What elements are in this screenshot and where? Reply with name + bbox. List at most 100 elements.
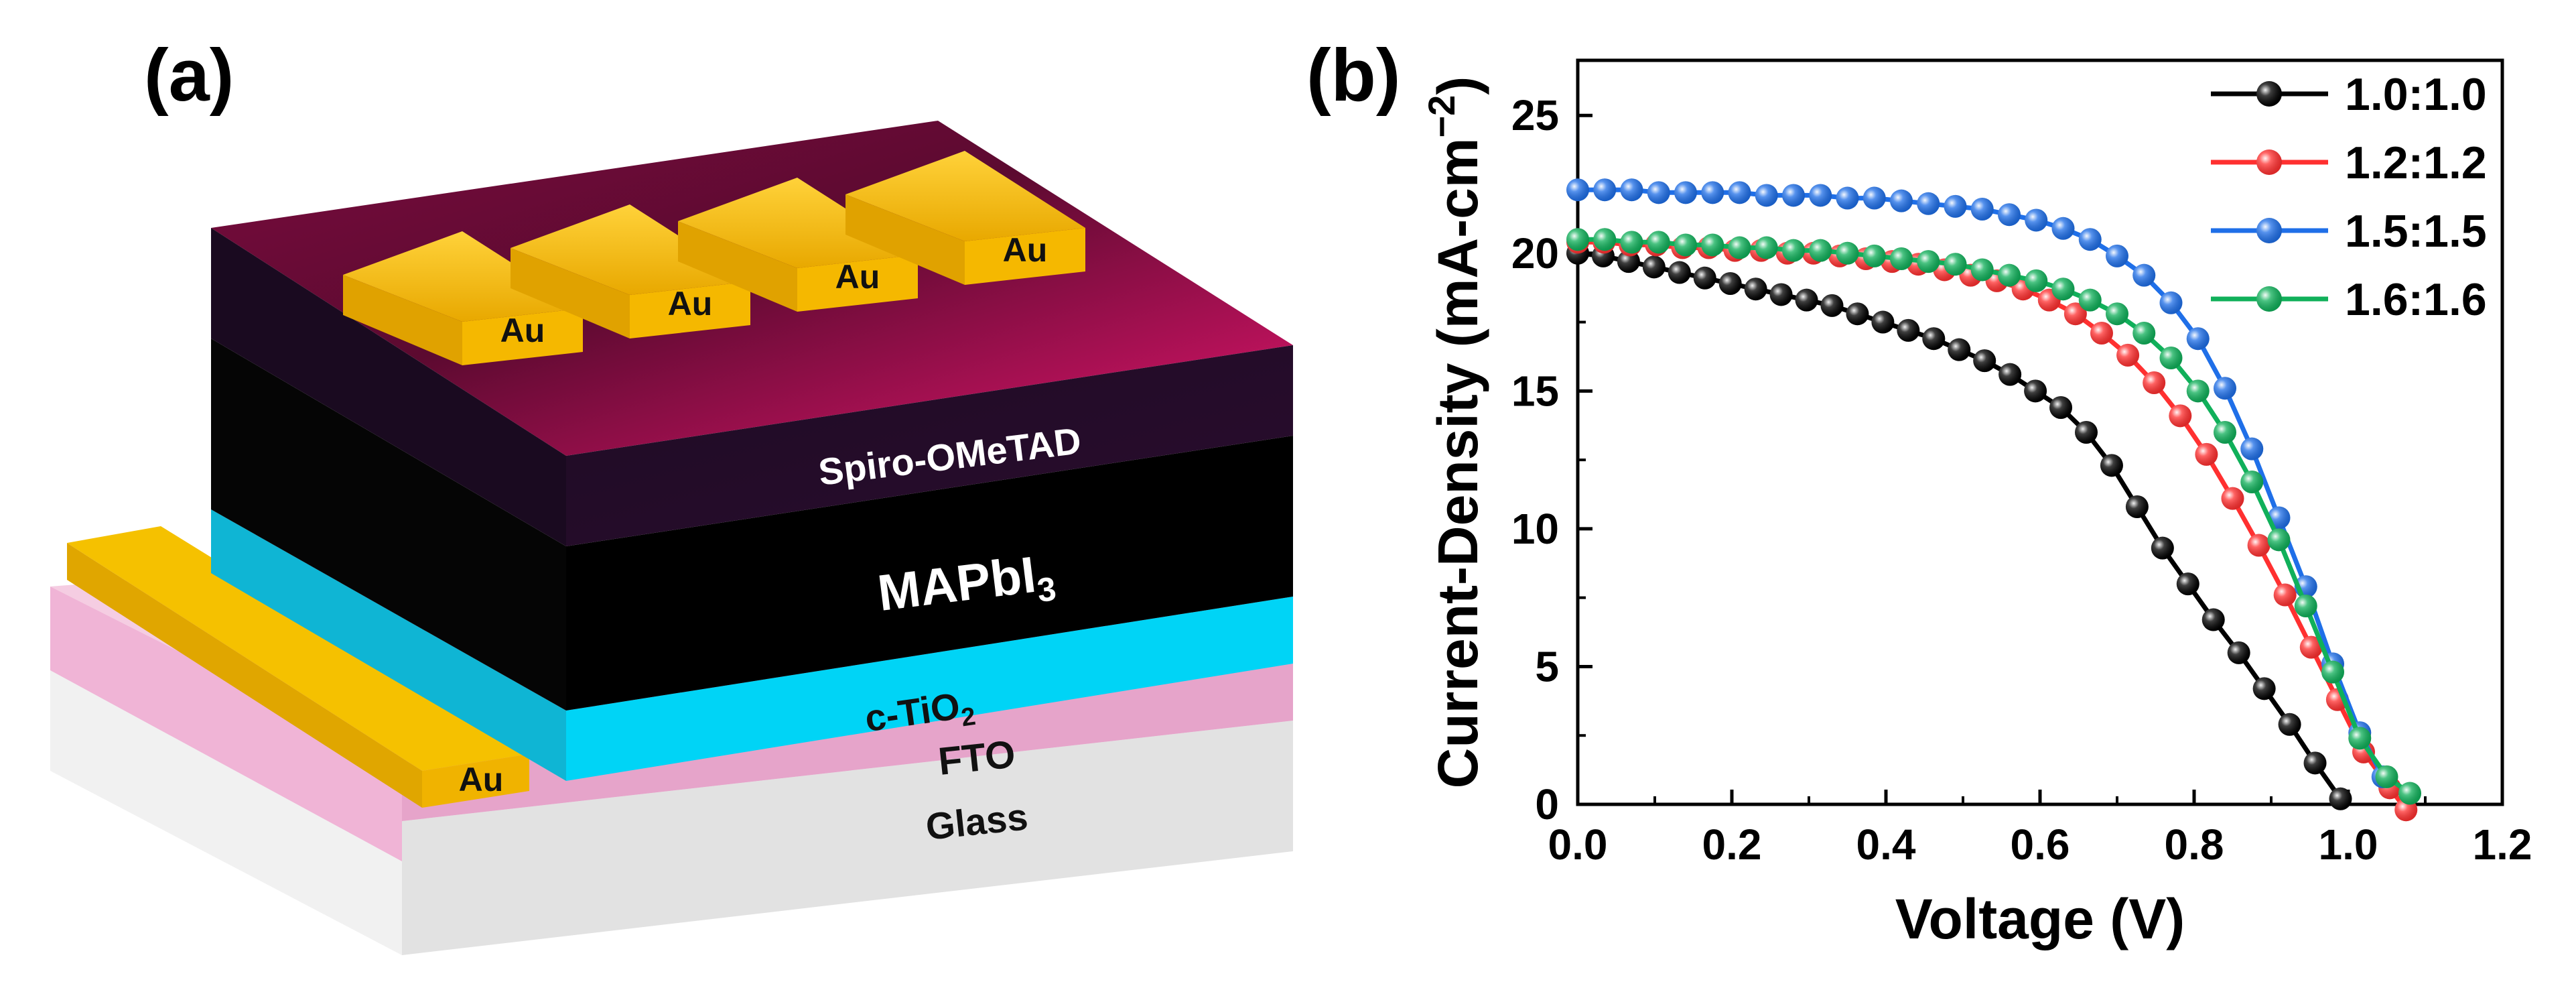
series-point-shine-1.6:1.6-22 [2159,347,2183,369]
series-point-shine-1.6:1.6-23 [2186,379,2210,403]
fto-left-face [50,587,402,861]
series-point-shine-1.5:1.5-20 [2106,244,2128,267]
series-point-shine-1.0:1.0-8 [1769,283,1793,306]
series-point-shine-1.5:1.5-16 [1998,203,2021,227]
au-4-label: Au [1003,231,1048,269]
au-2-side [511,248,630,338]
series-point-shine-1.5:1.5-9 [1809,184,1832,207]
series-point-shine-1.0:1.0-30 [2329,787,2352,810]
x-tick-label-4: 0.8 [2165,820,2224,869]
bottom-au-electrode: Au [67,526,529,808]
bottom-au-front [422,754,529,808]
series-point-shine-1.6:1.6-7 [1755,236,1778,259]
series-point-shine-1.0:1.0-28 [2278,713,2301,736]
mapbi-front-face [566,436,1293,711]
spiro-front-face [566,345,1293,546]
series-point-shine-1.6:1.6-5 [1701,233,1724,257]
panel-b-label: (b) [1306,34,1400,117]
series-point-shine-1.6:1.6-18 [2051,278,2075,301]
x-tick-label-2: 0.4 [1856,820,1916,869]
fto-label: FTO [936,732,1017,784]
series-point-shine-1.5:1.5-1 [1593,178,1617,202]
series-point-shine-1.0:1.0-16 [1973,349,1996,373]
series-point-shine-1.0:1.0-26 [2227,641,2250,664]
y-tick-label-4: 20 [1511,229,1559,278]
series-point-shine-1.6:1.6-12 [1890,247,1913,270]
x-tick-label-6: 1.2 [2473,820,2532,869]
chart-legend: 1.0:1.0 1.2:1.2 1.5:1.5 1.6:1.6 [2211,69,2487,325]
au-electrode-2: Au [511,204,750,338]
series-point-shine-1.6:1.6-0 [1566,228,1589,251]
series-point-shine-1.6:1.6-1 [1593,228,1617,251]
series-point-shine-1.5:1.5-17 [2025,208,2048,232]
series-point-shine-1.5:1.5-15 [1970,198,1994,221]
au-3-front [797,255,918,312]
series-point-shine-1.6:1.6-28 [2321,660,2344,684]
series-point-shine-1.0:1.0-19 [2049,396,2073,419]
y-tick-label-3: 15 [1511,367,1559,415]
series-point-shine-1.5:1.5-6 [1728,181,1751,204]
series-point-shine-1.0:1.0-29 [2303,751,2327,775]
y-axis-title-superscript: −2 [1420,95,1463,138]
y-tick-label-1: 5 [1535,642,1559,690]
series-point-shine-1.6:1.6-6 [1728,236,1751,259]
series-point-shine-1.6:1.6-21 [2132,322,2156,345]
series-point-shine-1.5:1.5-19 [2078,228,2102,251]
au-1-front [462,308,583,365]
legend-marker-shine-1.6:1.6 [2256,286,2282,312]
series-point-shine-1.5:1.5-0 [1566,178,1589,202]
au-2-top [511,204,750,295]
series-point-shine-1.6:1.6-13 [1917,250,1940,273]
legend-label-1.5:1.5: 1.5:1.5 [2345,206,2487,257]
au-1-top [343,231,583,322]
series-point-shine-1.5:1.5-2 [1620,178,1643,202]
glass-left-face [50,643,402,955]
series-point-shine-1.0:1.0-9 [1795,288,1818,312]
bottom-au-top [67,526,529,771]
series-point-shine-1.0:1.0-22 [2125,495,2149,518]
y-tick-label-5: 25 [1511,91,1559,139]
y-axis-title: Current-Density (mA-cm−2) [1420,76,1489,789]
series-point-shine-1.0:1.0-17 [1998,363,2022,386]
series-point-shine-1.6:1.6-29 [2348,727,2372,750]
mapbi-subscript: 3 [1035,570,1058,609]
series-point-shine-1.0:1.0-11 [1846,302,1869,326]
series-point-shine-1.6:1.6-14 [1944,253,1967,276]
series-point-shine-1.2:1.2-28 [2299,635,2323,659]
series-point-shine-1.5:1.5-24 [2214,377,2236,400]
series-point-shine-1.2:1.2-19 [2063,302,2087,326]
series-point-shine-1.2:1.2-23 [2169,404,2192,428]
x-axis-title: Voltage (V) [1895,887,2185,950]
legend-label-1.0:1.0: 1.0:1.0 [2345,69,2487,120]
series-point-shine-1.6:1.6-27 [2294,595,2317,617]
series-point-shine-1.5:1.5-12 [1890,189,1913,212]
series-point-shine-1.0:1.0-18 [2024,379,2047,403]
legend-label-1.2:1.2: 1.2:1.2 [2345,137,2487,188]
series-point-shine-1.6:1.6-24 [2214,421,2236,444]
series-point-shine-1.5:1.5-3 [1647,181,1670,204]
series-point-shine-1.5:1.5-5 [1701,181,1724,204]
series-point-shine-1.6:1.6-4 [1674,233,1697,257]
series-point-shine-1.5:1.5-7 [1755,184,1778,207]
series-point-shine-1.2:1.2-20 [2090,322,2113,345]
series-point-shine-1.6:1.6-2 [1620,231,1643,254]
legend-marker-shine-1.2:1.2 [2256,149,2282,175]
au-2-label: Au [668,285,713,322]
au-4-front [965,228,1085,285]
series-point-shine-1.6:1.6-11 [1862,244,1886,267]
series-point-shine-1.6:1.6-26 [2267,528,2291,552]
x-tick-label-1: 0.2 [1702,820,1762,869]
series-point-shine-1.0:1.0-12 [1871,310,1895,334]
chart-series [1566,178,2421,822]
series-point-shine-1.0:1.0-20 [2075,421,2098,444]
series-point-shine-1.5:1.5-13 [1917,192,1940,215]
y-tick-label-0: 0 [1535,780,1559,828]
series-point-shine-1.0:1.0-4 [1668,261,1691,284]
series-point-shine-1.6:1.6-9 [1809,239,1832,262]
series-point-shine-1.0:1.0-25 [2201,608,2225,631]
series-point-shine-1.6:1.6-31 [2398,782,2421,805]
series-point-shine-1.6:1.6-3 [1647,231,1670,254]
series-point-shine-1.5:1.5-4 [1674,181,1697,204]
series-point-shine-1.0:1.0-27 [2252,677,2276,700]
panel-a-label: (a) [144,34,234,117]
